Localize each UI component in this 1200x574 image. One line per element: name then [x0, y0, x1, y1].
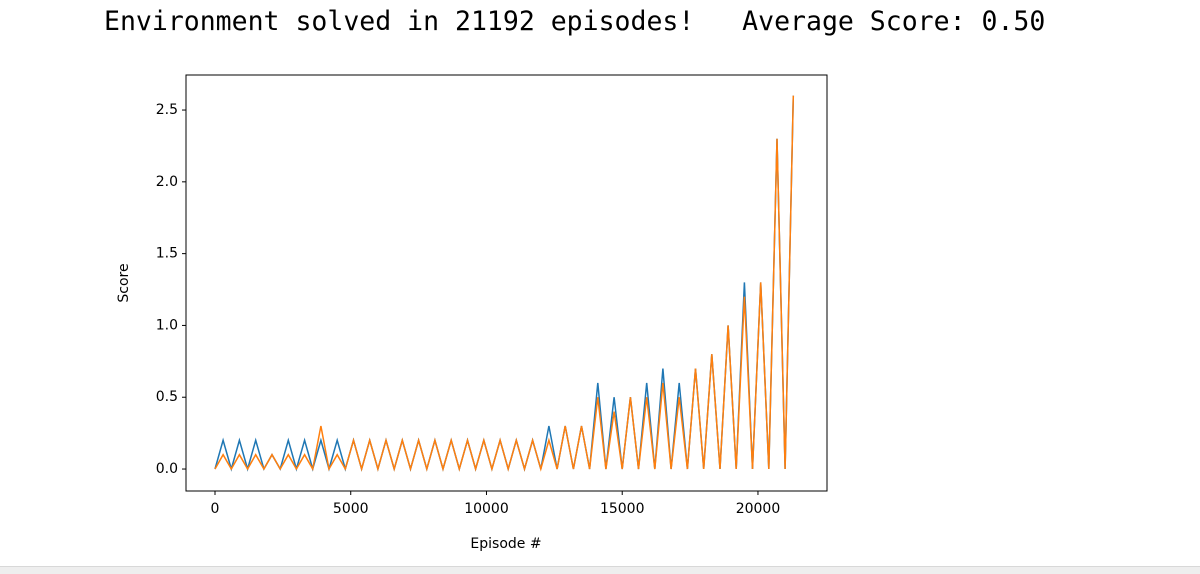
y-axis-label: Score — [116, 263, 132, 302]
x-tick-label: 15000 — [600, 501, 645, 517]
y-tick-label: 2.5 — [156, 102, 178, 118]
y-tick-label: 0.5 — [156, 389, 178, 405]
y-tick-label: 1.5 — [156, 246, 178, 262]
plot-frame — [185, 74, 828, 492]
x-tick-label: 0 — [211, 501, 220, 517]
x-tick-label: 20000 — [736, 501, 781, 517]
x-tick-label: 5000 — [333, 501, 369, 517]
y-tick-label: 2.0 — [156, 174, 178, 190]
x-axis-label: Episode # — [470, 536, 541, 552]
output-text: Environment solved in 21192 episodes! Av… — [104, 6, 1046, 37]
line-series — [214, 95, 795, 472]
y-tick-label: 1.0 — [156, 317, 178, 333]
x-tick-label: 10000 — [464, 501, 509, 517]
y-tick-label: 0.0 — [156, 461, 178, 477]
line-series — [214, 95, 795, 472]
scroll-bar — [0, 566, 1200, 574]
